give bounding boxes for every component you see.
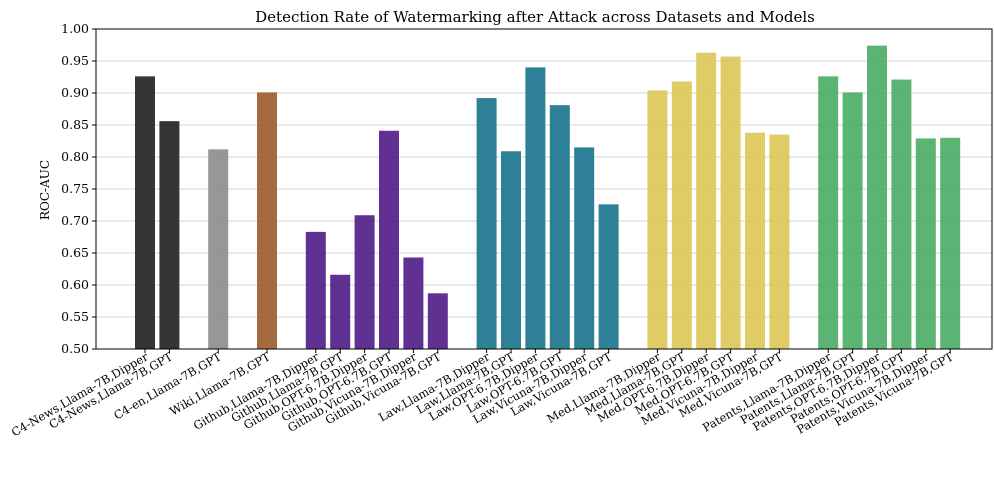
- y-tick-label: 0.70: [61, 213, 89, 228]
- bar: [525, 67, 546, 350]
- y-tick-label: 0.50: [61, 341, 89, 356]
- bar: [940, 137, 961, 349]
- y-tick-label: 0.55: [61, 309, 89, 324]
- bar: [696, 52, 717, 350]
- bar: [354, 215, 375, 349]
- bar: [891, 79, 912, 349]
- bars: [135, 45, 961, 350]
- bar: [330, 274, 351, 349]
- bar: [671, 81, 692, 349]
- bar: [135, 76, 155, 350]
- bar: [574, 147, 595, 349]
- y-tick-label: 0.60: [61, 277, 89, 292]
- bar: [647, 90, 668, 349]
- bar: [476, 98, 497, 350]
- chart-title: Detection Rate of Watermarking after Att…: [255, 8, 815, 26]
- y-tick-label: 0.75: [61, 181, 89, 196]
- y-tick-label: 0.85: [61, 117, 89, 132]
- y-tick-label: 0.65: [61, 245, 89, 260]
- y-axis-ticks: 0.50 0.55 0.60 0.65 0.70 0.75 0.80 0.85 0.90 0.95…: [61, 21, 96, 356]
- bar: [403, 257, 424, 349]
- bar: [501, 151, 521, 349]
- bar: [379, 130, 399, 349]
- bar: [818, 76, 839, 350]
- bar: [305, 231, 326, 349]
- bar: [549, 105, 570, 349]
- y-axis-label: ROC-AUC: [38, 160, 52, 220]
- bar: [867, 45, 887, 349]
- y-tick-label: 0.95: [61, 53, 89, 68]
- bar: [257, 92, 277, 350]
- bar: [769, 134, 790, 349]
- x-axis-ticks: C4-News,Llama-7B,DipperC4-News,Llama-7B,…: [9, 349, 956, 439]
- bar: [745, 132, 765, 349]
- bar: [598, 204, 619, 349]
- bar: [208, 149, 229, 349]
- bar: [427, 293, 448, 349]
- y-tick-label: 0.80: [61, 149, 89, 164]
- bar: [720, 56, 741, 350]
- bar: [159, 121, 180, 349]
- bar: [915, 138, 936, 349]
- bar: [842, 92, 863, 350]
- x-tick-label: C4-News,Llama-7B,Dipper: [9, 349, 151, 439]
- y-tick-label: 1.00: [61, 21, 89, 36]
- y-tick-label: 0.90: [61, 85, 89, 100]
